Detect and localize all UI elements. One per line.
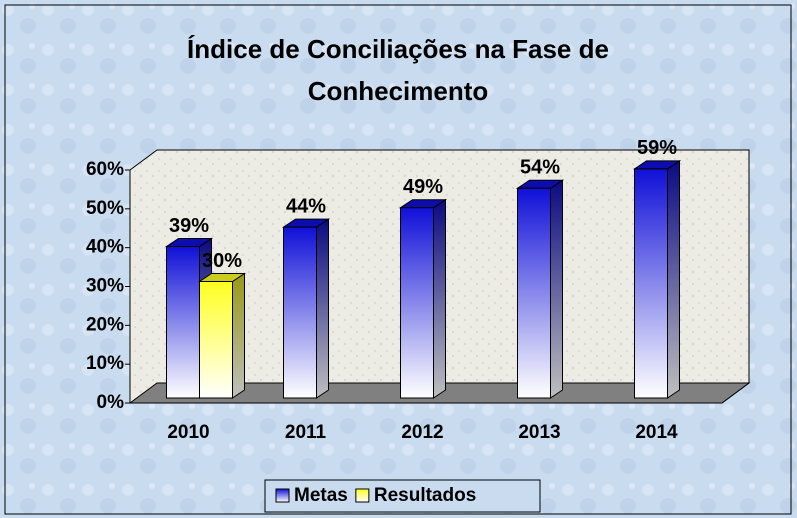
bar-side [316,218,329,399]
bar [166,246,200,399]
bar-side [232,272,245,399]
chart-border [4,4,792,515]
x-tick-label: 2012 [401,422,443,443]
y-tick-label: 20% [86,314,124,335]
bar [634,168,668,399]
bar-side [667,159,680,399]
bar [199,281,233,399]
value-label: 39% [169,215,209,237]
y-tick-label: 10% [86,353,124,374]
legend-swatch [275,488,290,503]
legend-label: Resultados [374,485,476,506]
bar [283,226,317,399]
value-label: 44% [286,195,326,217]
bar [517,187,551,399]
legend-swatch [355,488,370,503]
x-tick-label: 2014 [635,422,678,443]
chart-title: Índice de Conciliações na Fase de Conhec… [187,34,609,106]
value-label: 49% [403,176,443,198]
value-label: 30% [202,250,242,272]
y-tick-label: 0% [97,392,125,413]
legend: Metas Resultados [264,479,541,513]
y-tick-label: 40% [86,237,124,258]
legend-box [264,479,541,513]
y-tick-label: 60% [86,159,124,180]
value-label: 59% [637,137,677,159]
x-tick-label: 2013 [518,422,560,443]
x-tick-label: 2011 [285,422,327,443]
y-tick-label: 50% [86,198,124,219]
y-tick-label: 30% [86,276,124,297]
bar-side [550,179,563,399]
bar [400,207,434,399]
bar-side [433,198,446,399]
x-tick-label: 2010 [167,422,209,443]
value-label: 54% [520,157,560,179]
legend-label: Metas [294,485,348,506]
